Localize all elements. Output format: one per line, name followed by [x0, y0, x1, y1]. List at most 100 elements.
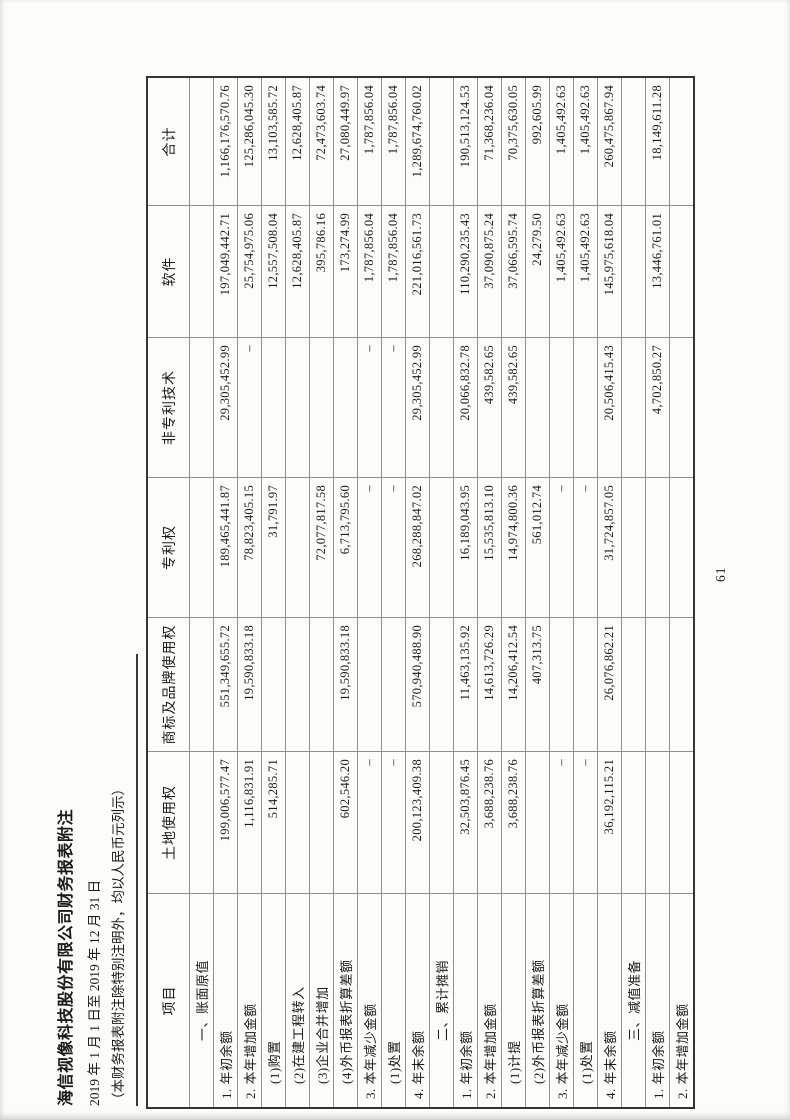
cell-value: 72,077,817.58 — [309, 477, 334, 618]
cell-value: – — [573, 751, 598, 894]
cell-value — [669, 337, 694, 478]
cell-value: 6,713,795.60 — [333, 477, 358, 618]
cell-value — [285, 751, 310, 894]
report-period: 2019 年 1 月 1 日至 2019 年 12 月 31 日 — [87, 879, 102, 1106]
cell-value: – — [549, 751, 574, 894]
cell-value — [621, 751, 646, 894]
table-row: (1)购置 514,285.71 31,791.97 12,557,508.04 13,… — [261, 77, 286, 1108]
table-row: 一、账面原值 — [189, 77, 214, 1108]
cell-value: 25,754,975.06 — [237, 205, 262, 338]
table-row: (1)处置 – – –1,787,856.04 1,787,856.04 — [381, 77, 406, 1108]
cell-value — [189, 751, 214, 894]
document-header: 海信视像科技股份有限公司财务报表附注 2019 年 1 月 1 日至 2019 … — [52, 654, 138, 1106]
company-title: 海信视像科技股份有限公司财务报表附注 — [58, 808, 75, 1106]
cell-value: 439,582.65 — [501, 337, 526, 478]
cell-value: 29,305,452.99 — [213, 337, 238, 478]
row-label: (1)购置 — [261, 893, 286, 1108]
row-label: 二、累计摊销 — [429, 893, 454, 1108]
row-label: (1)处置 — [573, 893, 598, 1108]
row-label: (4)外币报表折算差额 — [333, 893, 358, 1108]
table-body: 一、账面原值 1. 年初余额 199,006,577.47 551,349,655.7… — [189, 77, 694, 1108]
cell-value: 1,289,674,760.02 — [405, 77, 430, 206]
cell-value: 1,405,492.63 — [549, 77, 574, 206]
table-row: 三、减值准备 — [621, 77, 646, 1108]
cell-value: 551,349,655.72 — [213, 617, 238, 752]
cell-value — [573, 617, 598, 752]
column-header: 合计 — [147, 77, 190, 206]
cell-value: 125,286,045.30 — [237, 77, 262, 206]
cell-value — [189, 337, 214, 478]
cell-value: 15,535,813.10 — [477, 477, 502, 618]
cell-value: 12,628,405.87 — [285, 77, 310, 206]
cell-value: 31,791.97 — [261, 477, 286, 618]
cell-value — [189, 205, 214, 338]
cell-value — [525, 337, 550, 478]
cell-value — [357, 617, 382, 752]
cell-value — [261, 337, 286, 478]
intangible-assets-table: 项目 土地使用权 商标及品牌使用权 专利权 非专利技术 软件 合计 一、账面原值 1. 年初余… — [146, 76, 695, 1109]
currency-note: （本财务报表附注除特别注明外，均以人民币元列示） — [111, 782, 126, 1106]
cell-value: 189,465,441.87 — [213, 477, 238, 618]
cell-value: 71,368,236.04 — [477, 77, 502, 206]
cell-value: 992,605.99 — [525, 77, 550, 206]
row-label: 1. 年初余额 — [213, 893, 238, 1108]
table-row: 1. 年初余额 4,702,850.27 13,446,761.01 18,149,6… — [645, 77, 670, 1108]
cell-value: 1,787,856.04 — [357, 77, 382, 206]
row-label: 3. 本年减少金额 — [357, 893, 382, 1108]
cell-value — [621, 205, 646, 338]
cell-value: 221,016,561.73 — [405, 205, 430, 338]
cell-value: 145,975,618.04 — [597, 205, 622, 338]
row-label: (1)计提 — [501, 893, 526, 1108]
cell-value: 13,103,585.72 — [261, 77, 286, 206]
table-row: (3)企业合并增加 72,077,817.58 395,786.16 72,473,6… — [309, 77, 334, 1108]
row-label: 4. 年末余额 — [405, 893, 430, 1108]
cell-value — [189, 77, 214, 206]
cell-value: 4,702,850.27 — [645, 337, 670, 478]
table-row: (4)外币报表折算差额 602,546.20 19,590,833.18 6,713,… — [333, 77, 358, 1108]
cell-value — [645, 751, 670, 894]
cell-value: – — [357, 477, 382, 618]
cell-value: 1,166,176,570.76 — [213, 77, 238, 206]
cell-value — [621, 337, 646, 478]
column-header: 商标及品牌使用权 — [147, 617, 190, 752]
row-label: (2)外币报表折算差额 — [525, 893, 550, 1108]
cell-value — [285, 617, 310, 752]
cell-value: 31,724,857.05 — [597, 477, 622, 618]
row-label: 1. 年初余额 — [453, 893, 478, 1108]
cell-value: 12,628,405.87 — [285, 205, 310, 338]
table-row: 2. 本年增加金额 — [669, 77, 694, 1108]
cell-value: 70,375,630.05 — [501, 77, 526, 206]
cell-value: 20,066,832.78 — [453, 337, 478, 478]
cell-value: 561,012.74 — [525, 477, 550, 618]
cell-value — [429, 77, 454, 206]
cell-value: 19,590,833.18 — [237, 617, 262, 752]
cell-value — [549, 337, 574, 478]
cell-value: 12,557,508.04 — [261, 205, 286, 338]
cell-value: 1,787,856.04 — [381, 77, 406, 206]
cell-value — [429, 617, 454, 752]
cell-value: – — [381, 337, 406, 478]
cell-value: 3,688,238.76 — [477, 751, 502, 894]
cell-value: – — [237, 337, 262, 478]
cell-value: 514,285.71 — [261, 751, 286, 894]
cell-value: 14,613,726.29 — [477, 617, 502, 752]
cell-value: 602,546.20 — [333, 751, 358, 894]
cell-value: 18,149,611.28 — [645, 77, 670, 206]
cell-value — [309, 751, 334, 894]
row-label: 1. 年初余额 — [645, 893, 670, 1108]
cell-value: 24,279.50 — [525, 205, 550, 338]
cell-value: 173,274.99 — [333, 205, 358, 338]
cell-value: 78,823,405.15 — [237, 477, 262, 618]
cell-value: 439,582.65 — [477, 337, 502, 478]
table-row: 二、累计摊销 — [429, 77, 454, 1108]
cell-value — [189, 477, 214, 618]
cell-value — [621, 477, 646, 618]
row-label: 4. 年末余额 — [597, 893, 622, 1108]
cell-value: 1,405,492.63 — [573, 205, 598, 338]
cell-value: 200,123,409.38 — [405, 751, 430, 894]
cell-value — [573, 337, 598, 478]
table-row: 3. 本年减少金额 – – –1,787,856.04 1,787,856.04 — [357, 77, 382, 1108]
cell-value — [429, 337, 454, 478]
cell-value — [669, 77, 694, 206]
